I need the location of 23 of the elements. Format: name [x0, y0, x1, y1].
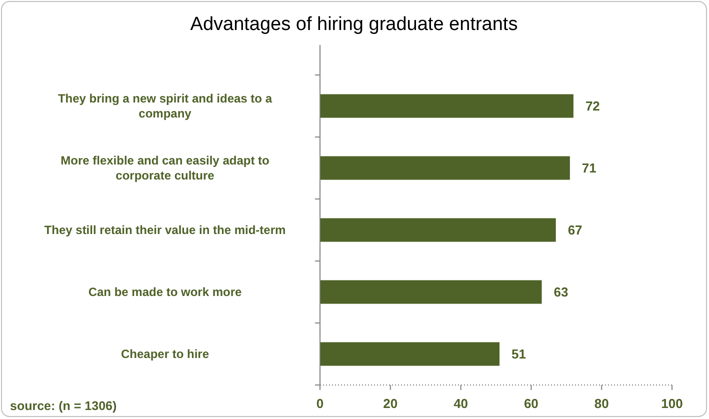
data-label: 63 — [554, 284, 568, 300]
data-label: 72 — [585, 98, 600, 114]
y-tick-label: More flexible and can easily adapt to corporate culture — [60, 154, 270, 183]
bar — [320, 94, 574, 118]
x-tick-label: 60 — [524, 396, 538, 411]
bar — [320, 342, 500, 366]
x-tick-label: 80 — [594, 396, 609, 411]
x-tick-label: 0 — [316, 396, 324, 411]
chart-title: Advantages of hiring graduate entrants — [190, 14, 518, 35]
data-label: 67 — [568, 222, 582, 238]
x-tick-label: 40 — [454, 396, 468, 411]
bar — [320, 156, 570, 180]
y-tick-label: Can be made to work more — [88, 285, 242, 300]
x-tick-label: 100 — [661, 396, 683, 411]
x-tick-label: 20 — [383, 396, 398, 411]
y-tick-label: They bring a new spirit and ideas to a company — [58, 92, 272, 121]
y-tick-label: Cheaper to hire — [120, 347, 210, 362]
bar — [320, 280, 542, 304]
source-note: source: (n = 1306) — [10, 399, 117, 413]
bar — [320, 218, 556, 242]
data-label: 71 — [582, 160, 596, 176]
y-tick-label: They still retain their value in the mid-term — [44, 223, 286, 238]
data-label: 51 — [512, 346, 526, 362]
